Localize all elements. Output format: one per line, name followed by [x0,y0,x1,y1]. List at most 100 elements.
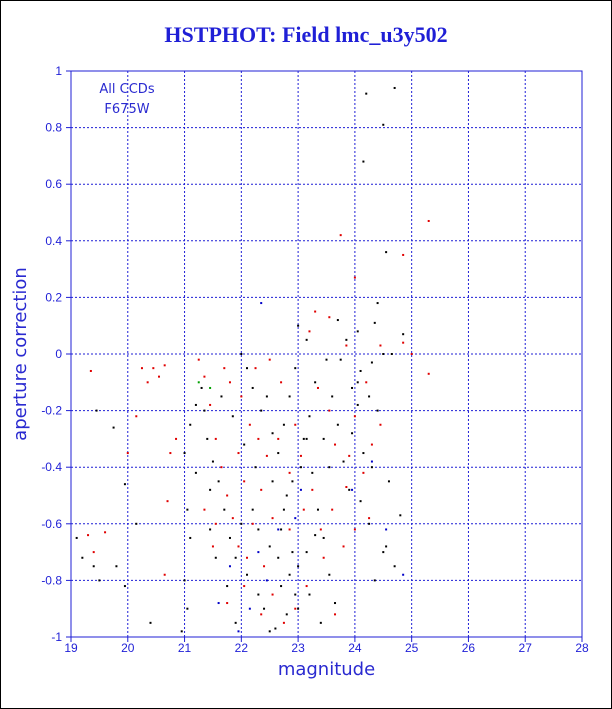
data-point-black [356,381,359,384]
x-tick-label: 28 [575,641,589,655]
data-point-black [186,508,189,511]
chart-title: HSTPHOT: Field lmc_u3y502 [164,22,448,47]
data-point-red [152,367,155,370]
y-tick-label: -1 [51,630,62,644]
data-point-red [257,437,260,440]
data-point-black [246,367,249,370]
data-point-black [180,630,183,633]
data-point-black [373,579,376,582]
data-point-red [140,367,143,370]
data-point-red [260,488,263,491]
data-point-red [92,551,95,554]
data-point-red [135,415,138,418]
data-point-red [427,372,430,375]
data-point-blue [299,488,302,491]
data-point-red [288,528,291,531]
y-tick-label: -0.6 [41,517,62,531]
data-point-red [254,367,257,370]
data-point-red [339,234,342,237]
data-point-black [336,423,339,426]
data-point-black [311,471,314,474]
data-point-black [209,488,212,491]
data-point-red [240,395,243,398]
data-point-red [311,488,314,491]
data-point-black [373,321,376,324]
data-point-black [368,522,371,525]
data-point-red [263,565,266,568]
x-tick-labels: 19 20 21 22 23 24 25 26 27 28 [64,641,589,655]
data-point-red [243,480,246,483]
data-point-red [271,517,274,520]
data-point-black [246,573,249,576]
data-point-red [345,486,348,489]
data-point-black [382,353,385,355]
data-point-black [263,607,266,610]
data-point-black [291,551,294,554]
data-point-black [217,480,220,483]
data-point-black [334,602,337,605]
data-point-black [228,536,231,539]
data-point-red [299,454,302,457]
x-tick-label: 24 [348,641,362,655]
data-point-red [328,316,331,319]
data-point-red [427,219,430,222]
data-point-red [243,585,246,588]
data-point-black [393,565,396,568]
data-point-red [265,454,268,457]
data-point-red [158,375,161,378]
x-tick-label: 27 [519,641,533,655]
data-point-red [197,358,200,361]
data-point-black [322,437,325,440]
data-point-black [314,534,317,537]
data-point-red [282,621,285,624]
data-point-black [294,593,297,596]
plot-area [70,70,583,638]
data-point-black [186,607,189,610]
data-point-blue [260,302,263,305]
data-point-red [334,613,337,616]
data-point-black [209,528,212,531]
data-point-black [265,395,268,398]
data-point-black [214,556,217,559]
x-tick-label: 25 [405,641,419,655]
data-point-red [294,607,297,610]
data-point-black [282,508,285,511]
data-point-black [268,545,271,548]
data-point-red [362,471,365,474]
data-point-black [251,508,254,511]
data-point-black [280,528,283,531]
x-axis-label: magnitude [278,659,375,680]
data-point-red [308,330,311,333]
data-point-black [393,86,396,89]
data-point-black [348,488,351,491]
data-point-black [251,386,254,389]
data-point-red [379,344,382,347]
data-point-red [163,364,166,367]
data-point-red [126,452,129,455]
data-point-red [316,386,319,389]
data-point-black [277,452,280,455]
data-point-red [328,409,331,412]
y-tick-label: 0 [55,347,62,361]
data-point-black [297,565,300,568]
data-point-black [331,395,334,398]
data-point-red [305,585,308,588]
data-point-red [89,369,92,372]
y-tick-label: 0.8 [45,121,62,135]
data-point-black [211,460,214,463]
data-point-red [314,310,317,313]
data-point-black [271,432,274,435]
annotation-ccds: All CCDs [99,82,154,97]
data-point-red [169,452,172,455]
data-point-black [123,585,126,588]
data-point-black [183,579,186,582]
data-point-red [237,545,240,548]
data-point-black [98,579,101,582]
data-point-black [322,536,325,539]
y-tick-label: 0.4 [45,234,62,248]
data-point-black [277,556,280,559]
data-point-blue [237,630,240,633]
data-point-red [268,358,271,361]
data-point-blue [277,528,280,531]
data-point-red [353,276,356,279]
